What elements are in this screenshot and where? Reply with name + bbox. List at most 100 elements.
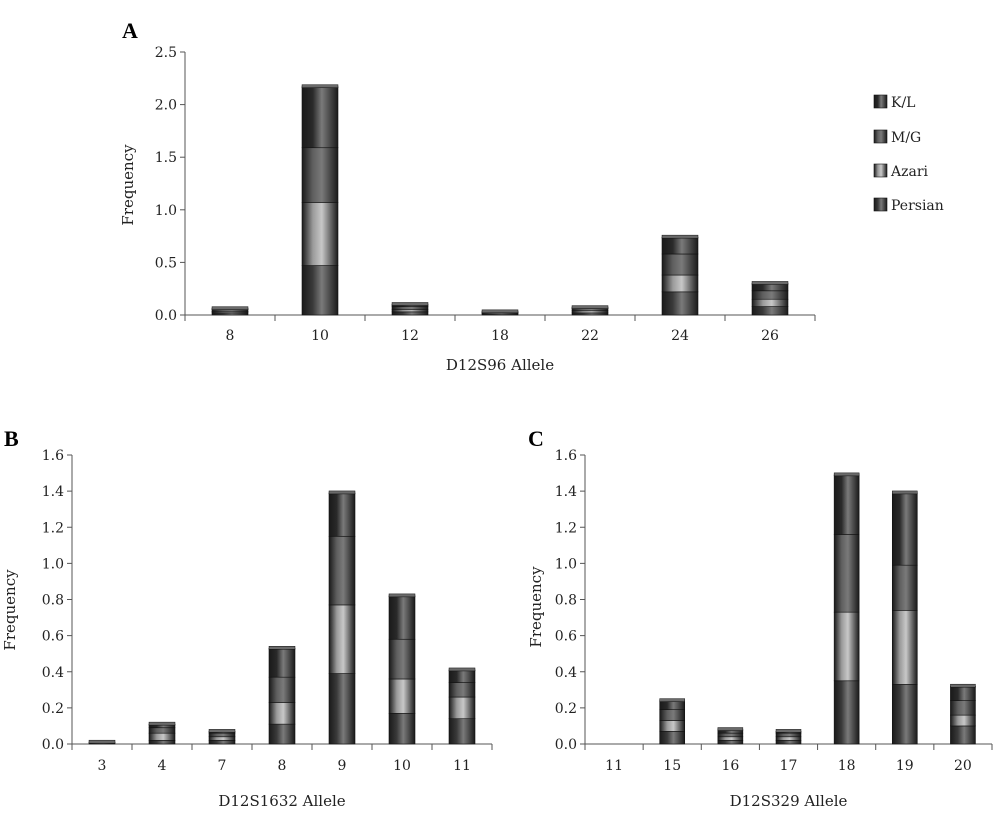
bar-cap (448, 667, 476, 672)
stacked-bar (751, 281, 789, 316)
bar-cap (388, 593, 416, 598)
bar-segment-persian (208, 740, 236, 745)
bar-segment-mg (268, 676, 296, 703)
bar-segment-kl (661, 236, 699, 255)
bar-segment-kl (301, 86, 339, 149)
bar-cap (571, 305, 609, 309)
x-tick-label: 12 (401, 328, 419, 344)
legend-swatch (873, 94, 888, 109)
x-tick-label: 18 (491, 328, 509, 344)
x-tick-label: 26 (761, 328, 779, 344)
bar-segment-kl (659, 700, 686, 710)
x-axis-title: D12S1632 Allele (218, 792, 345, 810)
bar-cap (208, 729, 236, 733)
x-tick-label: 16 (721, 758, 739, 774)
bar-segment-azari (328, 604, 356, 674)
y-tick-label: 1.6 (42, 448, 64, 464)
x-tick-label: 17 (780, 758, 798, 774)
y-tick-label: 1.0 (42, 556, 64, 572)
x-tick-label: 18 (838, 758, 856, 774)
y-tick-label: 1.6 (555, 448, 577, 464)
bar-cap (717, 727, 744, 731)
bar-cap (268, 646, 296, 650)
x-tick-label: 22 (581, 328, 599, 344)
bar-cap (391, 302, 429, 306)
stacked-bar (388, 593, 416, 745)
bar-segment-azari (751, 298, 789, 307)
y-axis-title: Frequency (527, 566, 545, 648)
bar-cap (661, 234, 699, 239)
legend-label: K/L (891, 95, 915, 111)
bar-cap (833, 472, 860, 477)
x-tick-label: 7 (218, 758, 227, 774)
stacked-bar (950, 683, 976, 745)
bar-segment-persian (659, 731, 686, 745)
bar-cap (775, 729, 802, 733)
bar-segment-persian (833, 680, 860, 745)
y-tick-label: 0.2 (555, 701, 577, 717)
x-tick-label: 19 (896, 758, 914, 774)
bar-segment-persian (148, 740, 176, 745)
y-tick-label: 0.6 (42, 629, 64, 645)
bar-cap (659, 698, 685, 702)
bar-segment-persian (571, 312, 609, 316)
y-tick-label: 2.0 (155, 98, 177, 114)
bar-segment-azari (388, 678, 416, 714)
stacked-bar (211, 306, 249, 316)
x-tick-label: 3 (98, 758, 107, 774)
y-tick-label: 2.5 (155, 45, 177, 61)
stacked-bar (88, 739, 116, 745)
y-tick-label: 1.2 (555, 520, 577, 536)
panel-c-chart: C 0.0 0.2 0.4 0.6 0.8 1.0 1.2 1.4 1.6 11 15 16 17 18 19… (527, 426, 993, 810)
bar-segment-kl (388, 595, 416, 640)
x-tick-label: 4 (158, 758, 167, 774)
legend-swatch (873, 197, 888, 212)
bar-segment-persian (391, 311, 429, 316)
y-tick-label: 0.8 (555, 593, 577, 609)
x-tick-label: 24 (671, 328, 689, 344)
stacked-bar (448, 667, 476, 745)
bar-segment-azari (208, 736, 236, 741)
bar-segment-kl (448, 669, 476, 683)
panel-letter: C (528, 426, 544, 451)
panel-a-chart: A 0.0 0.5 1.0 1.5 2.0 2.5 8 10 12 18 22 24 26 D12S96 A… (119, 18, 816, 374)
y-tick-label: 1.0 (155, 203, 177, 219)
stacked-bar (208, 729, 236, 745)
stacked-bar (268, 646, 296, 745)
stacked-bar (833, 472, 860, 745)
bar-segment-persian (268, 723, 296, 745)
legend-label: M/G (891, 130, 921, 146)
bar-segment-persian (891, 684, 918, 745)
bar-segment-azari (950, 714, 976, 727)
bar-segment-azari (659, 720, 686, 732)
bar-segment-kl (950, 685, 976, 701)
bar-segment-kl (328, 492, 356, 537)
stacked-bar (328, 490, 356, 745)
bar-segment-mg (208, 732, 236, 738)
y-tick-label: 1.4 (42, 484, 64, 500)
bar-segment-mg (448, 682, 476, 698)
bar-segment-mg (571, 308, 609, 312)
bar-cap (148, 721, 176, 726)
stacked-bar (481, 309, 519, 316)
bar-cap (481, 309, 519, 314)
bar-cap (328, 490, 356, 495)
stacked-bar (775, 729, 802, 745)
stacked-bar (571, 305, 609, 316)
stacked-bar (891, 490, 918, 745)
bar-segment-mg (391, 306, 429, 311)
bar-cap (751, 281, 789, 285)
bar-segment-persian (775, 740, 802, 745)
bar-segment-azari (391, 309, 429, 313)
y-tick-label: 1.2 (42, 520, 64, 536)
bar-segment-mg (661, 253, 699, 276)
x-tick-label: 8 (278, 758, 287, 774)
bar-segment-persian (388, 712, 416, 745)
x-axis-title: D12S96 Allele (446, 356, 554, 374)
legend-swatch (873, 129, 888, 144)
bar-segment-azari (268, 702, 296, 725)
bar-segment-azari (775, 736, 802, 741)
bar-segment-azari (717, 736, 744, 741)
y-tick-label: 0.8 (42, 593, 64, 609)
panel-letter: B (4, 426, 19, 451)
